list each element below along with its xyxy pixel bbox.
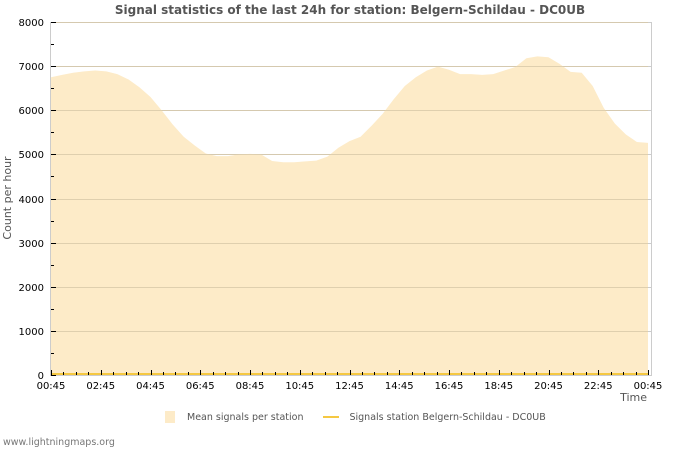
legend-label-mean: Mean signals per station [187, 411, 304, 423]
x-tick-label: 12:45 [335, 381, 364, 392]
footer-link[interactable]: www.lightningmaps.org [3, 437, 115, 448]
x-tick-label: 04:45 [136, 381, 165, 392]
legend-item-mean[interactable]: Mean signals per station [165, 411, 303, 423]
x-tick-label: 08:45 [236, 381, 265, 392]
mean-signals-area [51, 56, 648, 376]
y-tick-label: 3000 [19, 239, 44, 250]
y-axis-ticks: 0 1000 2000 3000 4000 5000 6000 7000 8000 [19, 18, 56, 382]
x-tick-label: 18:45 [484, 381, 513, 392]
x-tick-label: 10:45 [285, 381, 314, 392]
y-tick-label: 0 [38, 371, 44, 382]
x-tick-label: 20:45 [534, 381, 563, 392]
x-tick-label: 00:45 [37, 381, 66, 392]
y-axis-title: Count per hour [1, 156, 14, 240]
x-tick-label: 22:45 [584, 381, 613, 392]
legend: Mean signals per station Signals station… [165, 411, 566, 423]
x-tick-label: 00:45 [634, 381, 663, 392]
y-tick-label: 8000 [19, 18, 44, 29]
area-swatch-icon [165, 411, 175, 423]
x-axis-ticks: 00:45 02:45 04:45 06:45 08:45 10:45 12:45 14:45… [37, 370, 663, 392]
x-tick-label: 02:45 [86, 381, 115, 392]
x-tick-label: 14:45 [385, 381, 414, 392]
x-axis-title: Time [619, 391, 647, 404]
y-tick-label: 7000 [19, 62, 44, 73]
y-tick-label: 2000 [19, 283, 44, 294]
legend-item-station[interactable]: Signals station Belgern-Schildau - DC0UB [323, 411, 546, 423]
gridlines-overlay [51, 22, 648, 332]
y-tick-label: 6000 [19, 106, 44, 117]
y-tick-label: 5000 [19, 150, 44, 161]
line-swatch-icon [323, 416, 340, 418]
chart-title: Signal statistics of the last 24h for st… [114, 3, 586, 17]
x-tick-label: 06:45 [186, 381, 215, 392]
y-tick-label: 1000 [19, 327, 44, 338]
axes [50, 22, 652, 376]
legend-label-station: Signals station Belgern-Schildau - DC0UB [349, 411, 546, 423]
x-tick-label: 16:45 [435, 381, 464, 392]
y-tick-label: 4000 [19, 195, 44, 206]
